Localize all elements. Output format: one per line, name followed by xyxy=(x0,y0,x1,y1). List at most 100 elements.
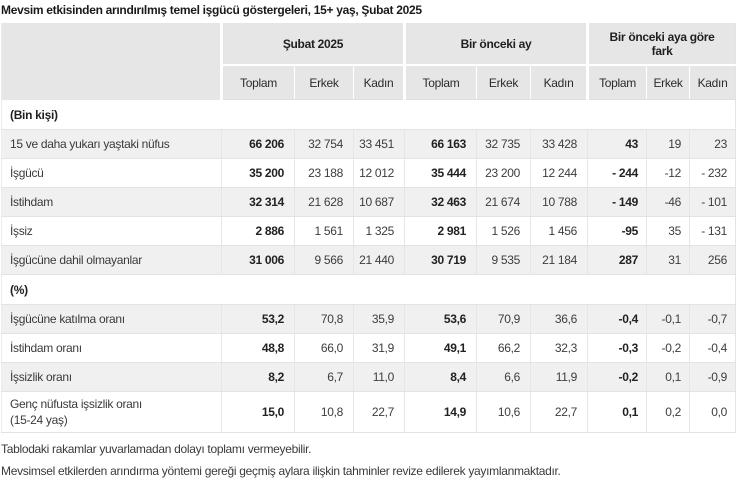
cell-diff-erkek: 0,1 xyxy=(646,362,690,392)
row-label: 15 ve daha yukarı yaştaki nüfus xyxy=(1,129,222,159)
cell-current-toplam: 32 314 xyxy=(221,187,295,217)
cell-previous-kadin: 32,3 xyxy=(529,333,588,363)
section-row: (%) xyxy=(1,274,736,305)
cell-diff-kadin: 23 xyxy=(689,129,736,159)
table-row: İstihdam 32 314 21 628 10 687 32 463 21 … xyxy=(1,187,736,217)
column-group-current-month: Şubat 2025 xyxy=(221,23,405,65)
row-label: İşgücüne dahil olmayanlar xyxy=(1,245,222,275)
cell-previous-kadin: 10 788 xyxy=(529,187,588,217)
cell-diff-toplam: -0,2 xyxy=(587,362,647,392)
table-row: Genç nüfusta işsizlik oranı (15-24 yaş) … xyxy=(1,391,736,434)
cell-current-erkek: 32 754 xyxy=(294,129,354,159)
cell-current-kadin: 33 451 xyxy=(353,129,405,159)
table-row: İşgücüne dahil olmayanlar 31 006 9 566 2… xyxy=(1,245,736,275)
cell-diff-kadin: - 232 xyxy=(689,158,736,188)
cell-previous-erkek: 9 535 xyxy=(476,245,531,275)
header-toplam-3: Toplam xyxy=(586,64,647,100)
cell-previous-toplam: 32 463 xyxy=(404,187,477,217)
cell-previous-toplam: 2 981 xyxy=(404,216,477,246)
table-header: Şubat 2025 Bir önceki ay Bir önceki aya … xyxy=(1,23,736,100)
cell-previous-erkek: 70,9 xyxy=(476,304,531,334)
cell-current-kadin: 12 012 xyxy=(353,158,405,188)
cell-current-kadin: 35,9 xyxy=(353,304,405,334)
cell-current-toplam: 66 206 xyxy=(221,129,295,159)
cell-current-erkek: 9 566 xyxy=(294,245,354,275)
row-label: İşsizlik oranı xyxy=(1,362,222,392)
cell-previous-toplam: 53,6 xyxy=(404,304,477,334)
sub-header-row: Toplam Erkek Kadın Toplam Erkek Kadın To… xyxy=(2,64,736,100)
cell-current-kadin: 31,9 xyxy=(353,333,405,363)
cell-previous-erkek: 10,6 xyxy=(476,391,531,434)
table-body: (Bin kişi) 15 ve daha yukarı yaştaki nüf… xyxy=(1,99,736,434)
cell-diff-erkek: -46 xyxy=(646,187,690,217)
cell-diff-erkek: 19 xyxy=(646,129,690,159)
cell-diff-toplam: 43 xyxy=(587,129,647,159)
column-group-monthly-difference: Bir önceki aya göre fark xyxy=(586,23,736,65)
header-toplam-2: Toplam xyxy=(403,64,477,100)
cell-previous-toplam: 66 163 xyxy=(404,129,477,159)
column-group-row: Şubat 2025 Bir önceki ay Bir önceki aya … xyxy=(1,23,736,100)
cell-diff-kadin: 0,0 xyxy=(689,391,736,434)
header-kadin-1: Kadın xyxy=(353,64,405,100)
cell-previous-kadin: 1 456 xyxy=(529,216,588,246)
cell-previous-erkek: 6,6 xyxy=(476,362,531,392)
column-group-previous-month: Bir önceki ay xyxy=(402,23,588,65)
cell-previous-toplam: 35 444 xyxy=(404,158,477,188)
cell-previous-erkek: 32 735 xyxy=(476,129,531,159)
cell-current-kadin: 22,7 xyxy=(353,391,405,434)
cell-current-kadin: 21 440 xyxy=(353,245,405,275)
cell-diff-kadin: 256 xyxy=(689,245,736,275)
section-row: (Bin kişi) xyxy=(1,99,736,130)
cell-current-kadin: 10 687 xyxy=(353,187,405,217)
cell-diff-toplam: 287 xyxy=(587,245,647,275)
cell-previous-erkek: 1 526 xyxy=(476,216,531,246)
table-row: 15 ve daha yukarı yaştaki nüfus 66 206 3… xyxy=(1,129,736,159)
row-label: İşgücü xyxy=(1,158,222,188)
corner-cell xyxy=(1,23,223,100)
cell-previous-kadin: 33 428 xyxy=(529,129,588,159)
header-kadin-2: Kadın xyxy=(529,64,588,100)
cell-diff-erkek: -0,2 xyxy=(646,333,690,363)
cell-previous-erkek: 23 200 xyxy=(476,158,531,188)
cell-diff-erkek: 31 xyxy=(646,245,690,275)
header-kadin-3: Kadın xyxy=(689,64,736,100)
cell-current-toplam: 2 886 xyxy=(221,216,295,246)
header-erkek-3: Erkek xyxy=(646,64,690,100)
cell-diff-erkek: -12 xyxy=(646,158,690,188)
cell-current-erkek: 6,7 xyxy=(294,362,354,392)
cell-current-toplam: 48,8 xyxy=(221,333,295,363)
cell-diff-kadin: -0,4 xyxy=(689,333,736,363)
cell-previous-kadin: 11,9 xyxy=(529,362,588,392)
row-label: Genç nüfusta işsizlik oranı (15-24 yaş) xyxy=(1,391,222,434)
cell-current-erkek: 10,8 xyxy=(294,391,354,434)
cell-current-erkek: 70,8 xyxy=(294,304,354,334)
cell-current-kadin: 1 325 xyxy=(353,216,405,246)
row-label: İstihdam oranı xyxy=(1,333,222,363)
cell-diff-kadin: - 101 xyxy=(689,187,736,217)
cell-diff-erkek: 0,2 xyxy=(646,391,690,434)
cell-current-erkek: 66,0 xyxy=(294,333,354,363)
section-label: (%) xyxy=(1,274,736,305)
section-label: (Bin kişi) xyxy=(1,99,736,130)
cell-previous-kadin: 21 184 xyxy=(529,245,588,275)
header-erkek-2: Erkek xyxy=(476,64,531,100)
cell-diff-kadin: -0,7 xyxy=(689,304,736,334)
table-row: İşgücü 35 200 23 188 12 012 35 444 23 20… xyxy=(1,158,736,188)
labour-indicators-table: Şubat 2025 Bir önceki ay Bir önceki aya … xyxy=(1,23,737,434)
cell-previous-toplam: 14,9 xyxy=(404,391,477,434)
row-label: İşgücüne katılma oranı xyxy=(1,304,222,334)
table-row: İşgücüne katılma oranı 53,2 70,8 35,9 53… xyxy=(1,304,736,334)
cell-diff-toplam: - 244 xyxy=(587,158,647,188)
cell-previous-kadin: 12 244 xyxy=(529,158,588,188)
cell-diff-toplam: -0,3 xyxy=(587,333,647,363)
cell-current-toplam: 31 006 xyxy=(221,245,295,275)
cell-previous-erkek: 21 674 xyxy=(476,187,531,217)
cell-diff-kadin: -0,9 xyxy=(689,362,736,392)
page-title: Mevsim etkisinden arındırılmış temel işg… xyxy=(1,3,422,17)
cell-diff-toplam: -95 xyxy=(587,216,647,246)
footnotes: Tablodaki rakamlar yuvarlamadan dolayı t… xyxy=(1,442,750,478)
cell-current-toplam: 35 200 xyxy=(221,158,295,188)
cell-current-erkek: 1 561 xyxy=(294,216,354,246)
cell-diff-toplam: -0,4 xyxy=(587,304,647,334)
row-label: İşsiz xyxy=(1,216,222,246)
